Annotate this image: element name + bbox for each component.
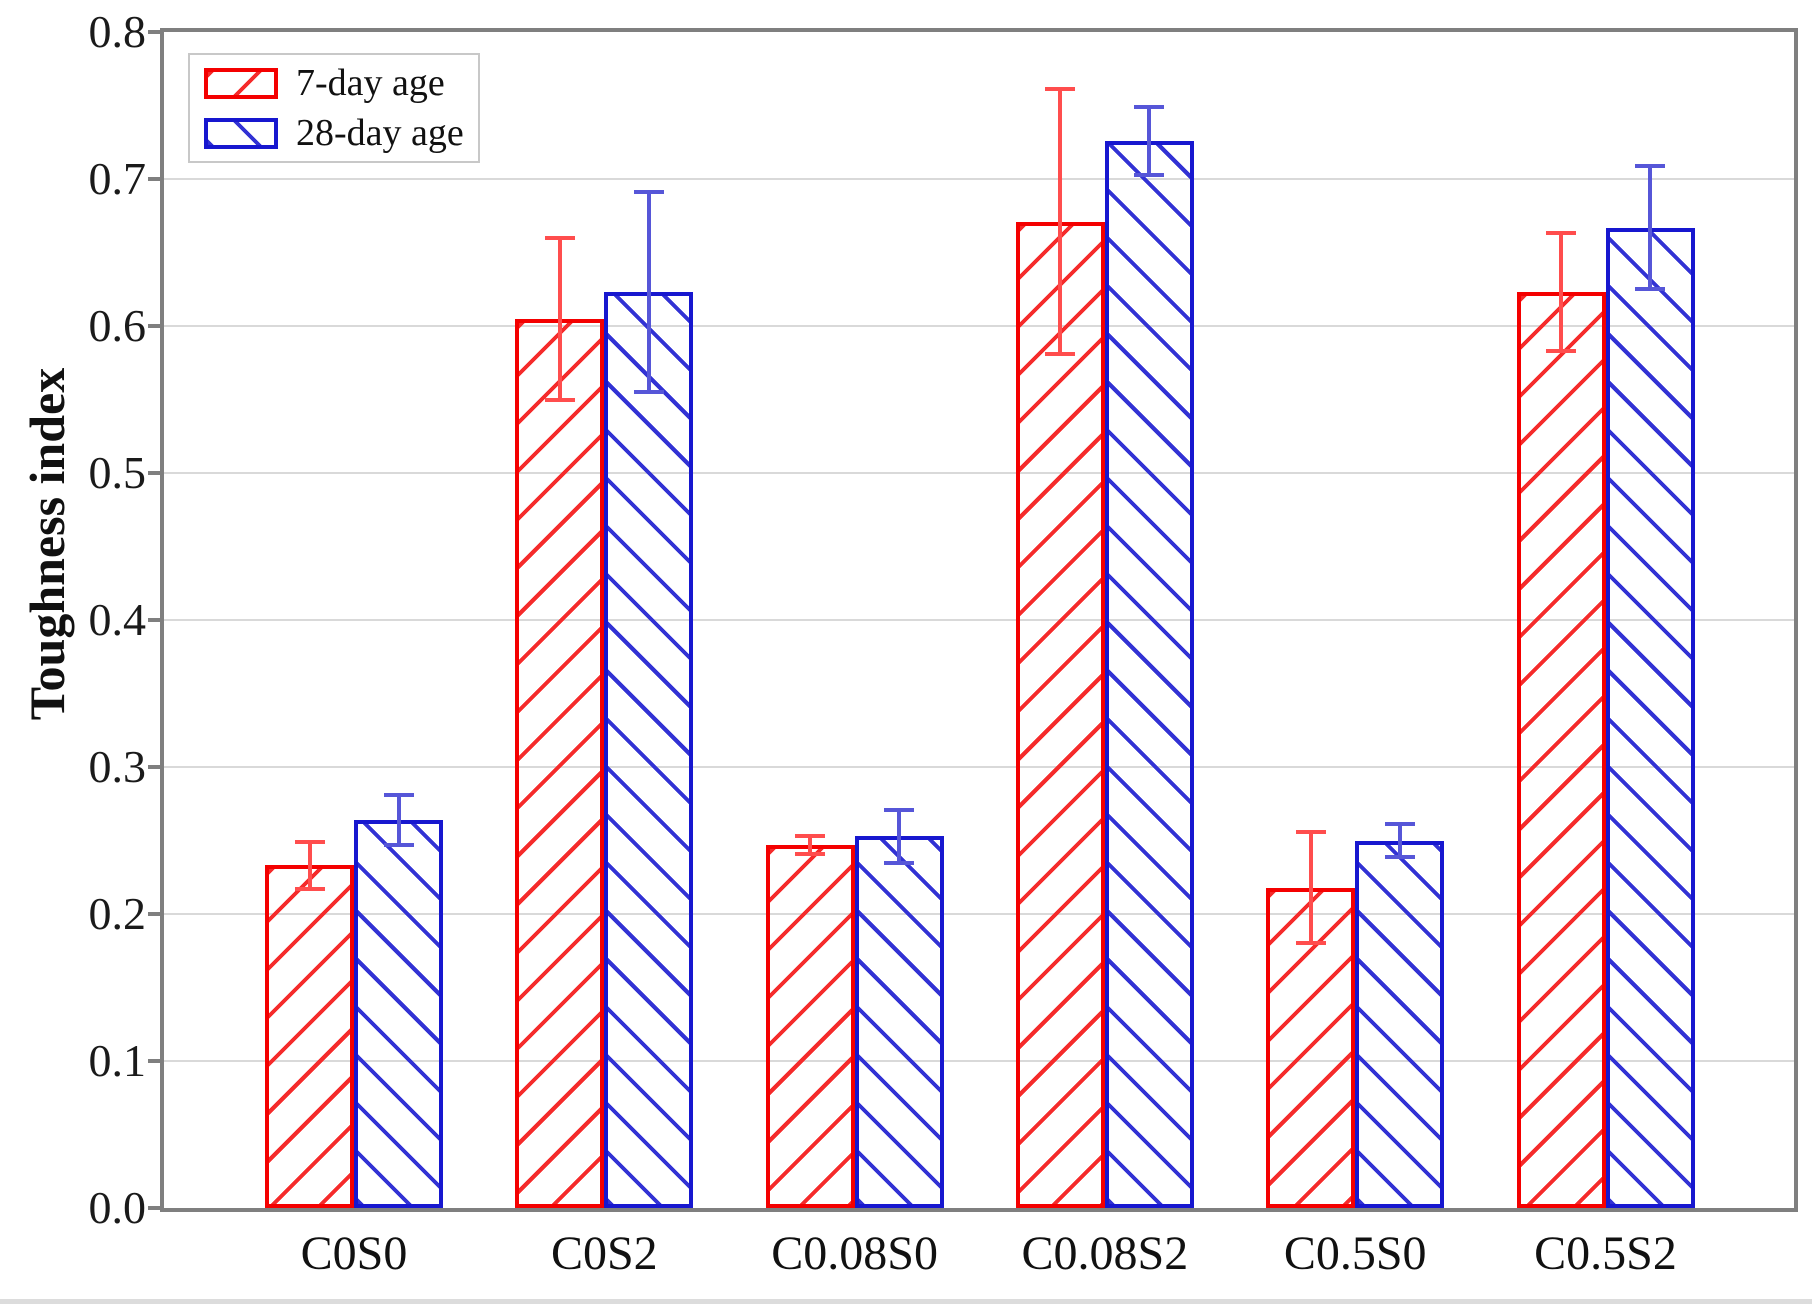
errorbar-7day-C0.08S0-bottom-cap — [795, 851, 826, 856]
legend-label-28day: 28-day age — [296, 112, 464, 154]
bar-28day-C0.5S2 — [1605, 227, 1695, 1208]
errorbar-28day-C0.08S2-top-cap — [1134, 104, 1165, 109]
errorbar-7day-C0.08S2-bottom-cap — [1045, 351, 1076, 356]
y-tick-label-0.5: 0.5 — [88, 447, 147, 498]
errorbar-28day-C0S2-bottom-cap — [633, 390, 664, 395]
y-tick-0.6 — [148, 324, 160, 328]
bar-7day-C0.5S2 — [1516, 292, 1606, 1208]
x-tick-label-C0.08S2: C0.08S2 — [1021, 1227, 1189, 1280]
gridline-0.4 — [164, 619, 1794, 621]
legend-label-7day: 7-day age — [296, 62, 445, 104]
gridline-0.1 — [164, 1060, 1794, 1062]
errorbar-28day-C0.5S2-bottom-cap — [1635, 287, 1665, 292]
errorbar-7day-C0.5S2-bottom-cap — [1546, 348, 1576, 353]
errorbar-28day-C0.5S0-bottom-cap — [1384, 854, 1415, 859]
y-tick-0.1 — [148, 1059, 160, 1063]
errorbar-28day-C0.08S0 — [897, 809, 902, 863]
y-tick-label-0.6: 0.6 — [88, 300, 147, 351]
gridline-0.6 — [164, 325, 1794, 327]
legend-swatch-7day — [204, 67, 278, 99]
y-tick-0.2 — [148, 912, 160, 916]
errorbar-28day-C0.5S0 — [1397, 824, 1402, 857]
bar-28day-C0.08S0 — [854, 836, 944, 1208]
errorbar-7day-C0.5S0-bottom-cap — [1295, 941, 1326, 946]
errorbar-28day-C0.08S0-bottom-cap — [884, 860, 915, 865]
errorbar-7day-C0S2 — [557, 237, 562, 400]
errorbar-7day-C0.08S0 — [808, 836, 813, 854]
errorbar-28day-C0.08S2 — [1147, 106, 1152, 175]
y-tick-label-0.4: 0.4 — [88, 594, 147, 645]
y-tick-label-0.0: 0.0 — [88, 1182, 147, 1233]
errorbar-7day-C0S2-top-cap — [544, 235, 575, 240]
errorbar-28day-C0S0 — [396, 794, 401, 845]
y-tick-label-0.3: 0.3 — [88, 741, 147, 792]
errorbar-7day-C0S0-top-cap — [294, 839, 325, 844]
errorbar-7day-C0S0 — [307, 841, 312, 889]
errorbar-7day-C0S0-bottom-cap — [294, 887, 325, 891]
y-tick-label-0.1: 0.1 — [88, 1035, 147, 1086]
errorbar-28day-C0.08S0-top-cap — [884, 807, 915, 812]
errorbar-28day-C0.5S2 — [1648, 165, 1652, 290]
errorbar-28day-C0S2 — [646, 192, 651, 393]
errorbar-28day-C0S0-bottom-cap — [383, 842, 414, 847]
bar-28day-C0S0 — [354, 819, 443, 1208]
x-tick-label-C0S2: C0S2 — [550, 1227, 658, 1280]
x-tick-label-C0.5S2: C0.5S2 — [1534, 1227, 1677, 1280]
y-tick-0.4 — [148, 618, 160, 622]
bar-7day-C0S2 — [515, 318, 605, 1208]
y-tick-label-0.2: 0.2 — [88, 888, 147, 939]
errorbar-7day-C0.08S2 — [1058, 89, 1063, 354]
gridline-0.3 — [164, 766, 1794, 768]
bar-28day-C0.08S2 — [1104, 140, 1194, 1208]
gridline-0.2 — [164, 913, 1794, 915]
errorbar-28day-C0.5S0-top-cap — [1384, 822, 1415, 827]
y-tick-label-0.8: 0.8 — [88, 6, 147, 57]
errorbar-7day-C0.5S0 — [1308, 831, 1313, 944]
bar-28day-C0S2 — [604, 292, 694, 1208]
errorbar-7day-C0.5S2-top-cap — [1546, 231, 1576, 236]
errorbar-28day-C0S2-top-cap — [633, 190, 664, 195]
legend-item-28day: 28-day age — [204, 111, 478, 155]
errorbar-28day-C0.5S2-top-cap — [1635, 163, 1665, 168]
y-tick-0.3 — [148, 765, 160, 769]
errorbar-7day-C0.08S0-top-cap — [795, 834, 826, 839]
y-tick-0.0 — [148, 1206, 160, 1210]
y-axis-title: Toughness index — [19, 367, 75, 721]
errorbar-7day-C0.5S2 — [1559, 233, 1563, 351]
legend: 7-day age 28-day age — [188, 53, 480, 163]
bar-7day-C0.08S2 — [1015, 221, 1105, 1208]
errorbar-7day-C0S2-bottom-cap — [544, 397, 575, 402]
y-tick-0.8 — [148, 30, 160, 34]
gridline-0.5 — [164, 472, 1794, 474]
errorbar-7day-C0.08S2-top-cap — [1045, 87, 1076, 92]
plot-area — [164, 32, 1794, 1208]
x-tick-label-C0S0: C0S0 — [300, 1227, 408, 1280]
figure-bottom-border — [0, 1299, 1812, 1304]
y-tick-0.5 — [148, 471, 160, 475]
y-tick-0.7 — [148, 177, 160, 181]
errorbar-28day-C0S0-top-cap — [383, 792, 414, 797]
errorbar-7day-C0.5S0-top-cap — [1295, 829, 1326, 834]
bar-7day-C0S0 — [265, 865, 354, 1208]
x-tick-label-C0.5S0: C0.5S0 — [1283, 1227, 1427, 1280]
legend-item-7day: 7-day age — [204, 61, 478, 105]
x-tick-label-C0.08S0: C0.08S0 — [771, 1227, 938, 1280]
y-tick-label-0.7: 0.7 — [88, 153, 147, 204]
errorbar-28day-C0.08S2-bottom-cap — [1134, 172, 1165, 177]
gridline-0.7 — [164, 178, 1794, 180]
bar-7day-C0.08S0 — [765, 844, 855, 1208]
bar-28day-C0.5S0 — [1355, 840, 1445, 1208]
legend-swatch-28day — [204, 117, 278, 149]
